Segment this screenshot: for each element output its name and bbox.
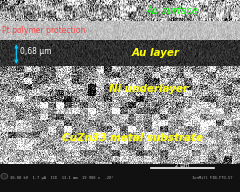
Text: 0,68 μm: 0,68 μm	[20, 47, 52, 56]
Text: Pt polymer protection: Pt polymer protection	[1, 26, 85, 35]
Text: CuZn33 metal substrate: CuZn33 metal substrate	[61, 133, 203, 143]
Bar	[0, 164, 240, 192]
Text: 30.00 kV  1.7 μA  ICE  13.1 mm  19 900 x  -20°: 30.00 kV 1.7 μA ICE 13.1 mm 19 900 x -20…	[10, 176, 113, 180]
Circle shape	[1, 174, 7, 179]
Text: Ni underlayer: Ni underlayer	[109, 84, 188, 94]
Text: Au layer: Au layer	[132, 48, 180, 58]
Circle shape	[2, 175, 6, 178]
Text: IonMill FIB-FTO-57: IonMill FIB-FTO-57	[192, 176, 233, 180]
Text: 2 μm: 2 μm	[175, 163, 190, 168]
Text: Au surface: Au surface	[147, 6, 199, 16]
